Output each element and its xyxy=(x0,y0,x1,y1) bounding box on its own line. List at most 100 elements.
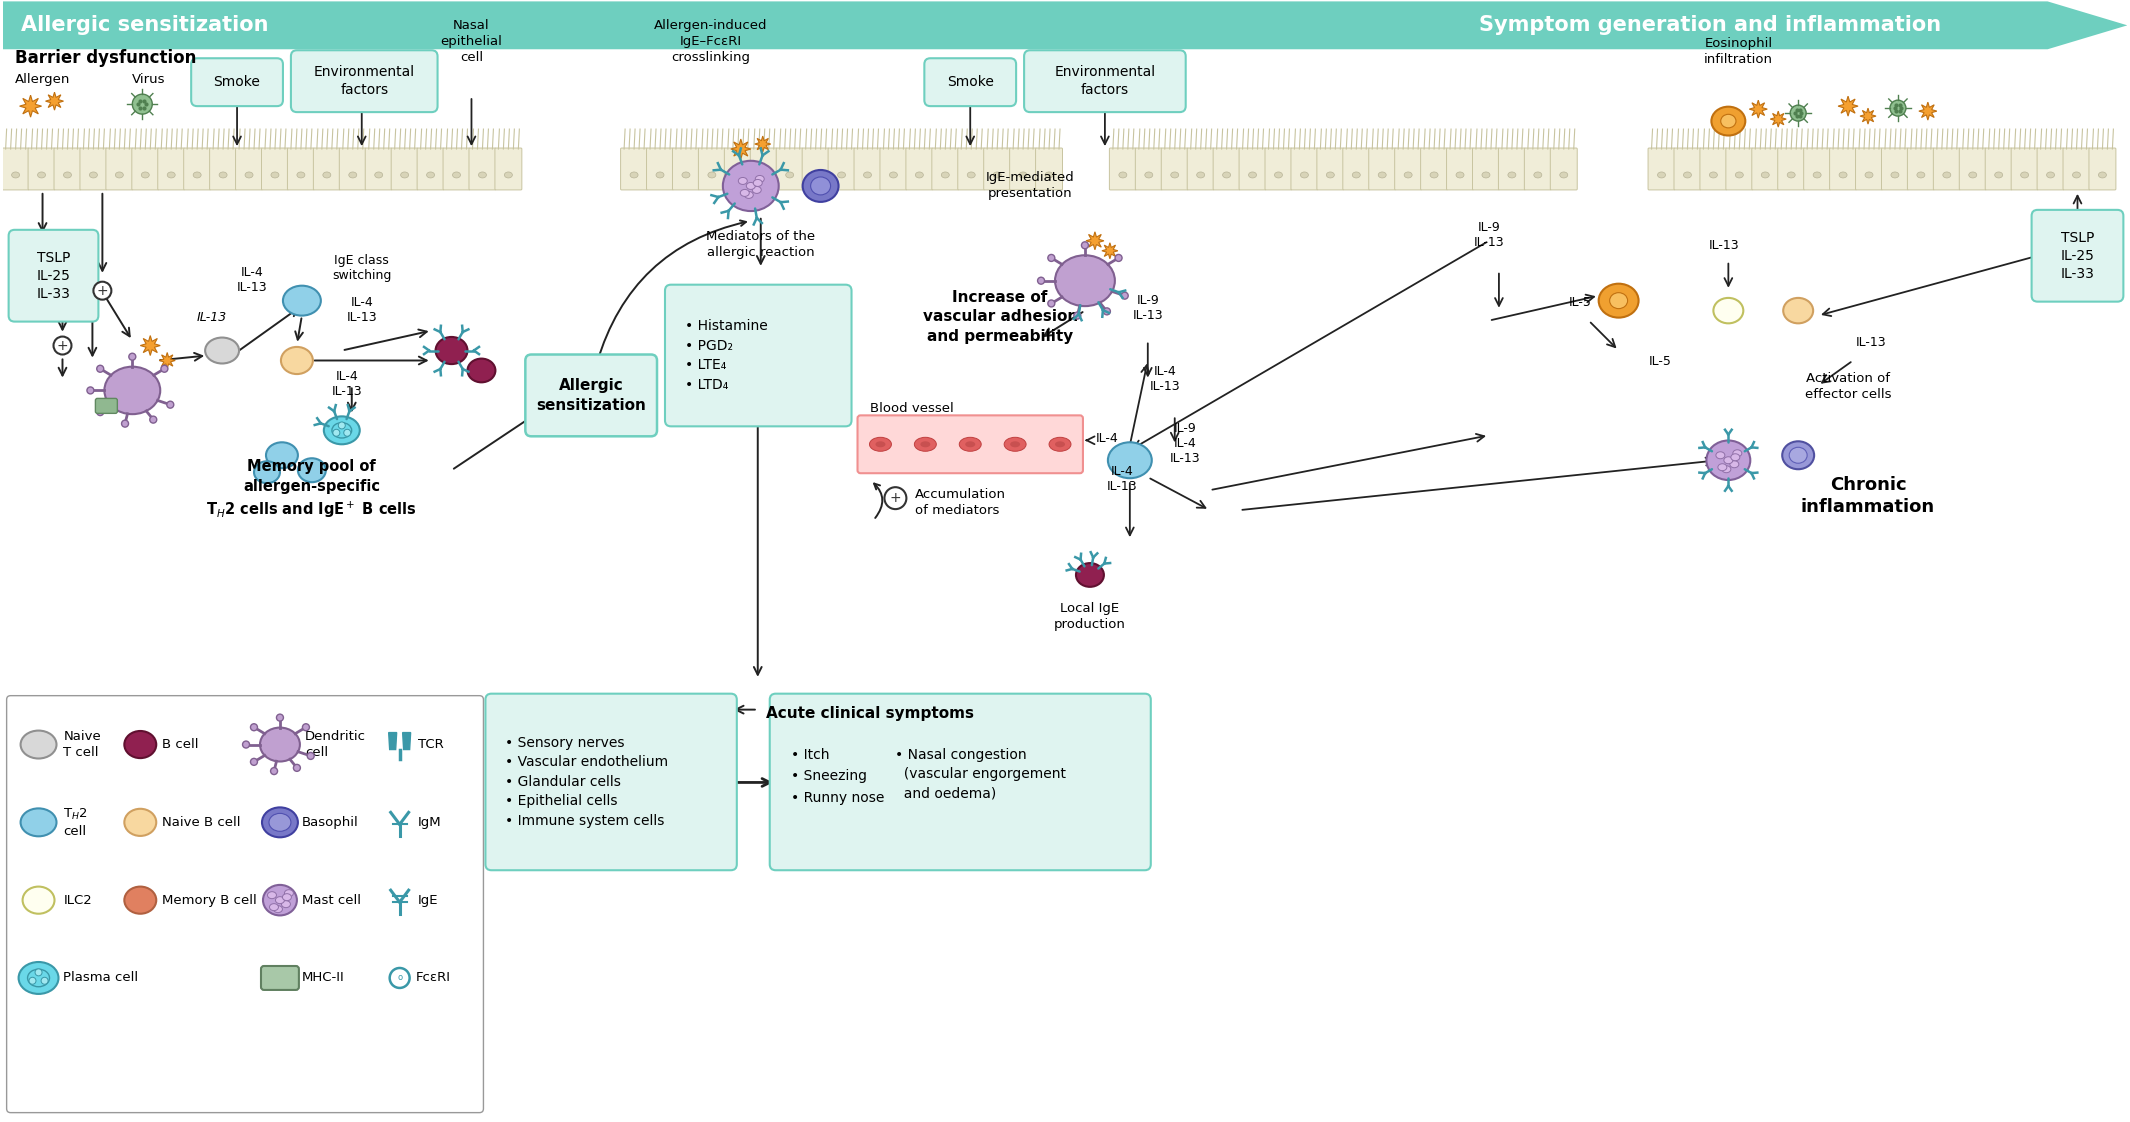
Text: • Histamine
• PGD₂
• LTE₄
• LTD₄: • Histamine • PGD₂ • LTE₄ • LTD₄ xyxy=(686,320,767,392)
FancyBboxPatch shape xyxy=(1649,148,1674,190)
Ellipse shape xyxy=(1050,438,1071,451)
Ellipse shape xyxy=(1783,441,1815,469)
Circle shape xyxy=(149,416,158,423)
Circle shape xyxy=(277,714,283,721)
Text: +: + xyxy=(890,491,901,505)
Ellipse shape xyxy=(1719,463,1727,471)
Text: Memory B cell: Memory B cell xyxy=(162,893,258,907)
FancyBboxPatch shape xyxy=(2064,148,2090,190)
Text: Memory pool of
allergen-specific
T$_H$2 cells and IgE$^+$ B cells: Memory pool of allergen-specific T$_H$2 … xyxy=(207,459,417,521)
Ellipse shape xyxy=(479,172,486,178)
Polygon shape xyxy=(1101,242,1118,259)
Ellipse shape xyxy=(746,183,756,190)
Ellipse shape xyxy=(1610,293,1627,309)
Text: • Nasal congestion
  (vascular engorgement
  and oedema): • Nasal congestion (vascular engorgement… xyxy=(895,747,1067,800)
Text: IL-4
IL-13: IL-4 IL-13 xyxy=(347,295,377,323)
Ellipse shape xyxy=(1559,172,1568,178)
Ellipse shape xyxy=(1732,453,1740,461)
Ellipse shape xyxy=(743,192,754,199)
Text: IL-9
IL-4
IL-13: IL-9 IL-4 IL-13 xyxy=(1169,422,1199,466)
Polygon shape xyxy=(388,733,396,749)
FancyBboxPatch shape xyxy=(236,148,262,190)
FancyBboxPatch shape xyxy=(1551,148,1576,190)
FancyBboxPatch shape xyxy=(158,148,185,190)
FancyBboxPatch shape xyxy=(620,148,648,190)
Ellipse shape xyxy=(682,172,690,178)
FancyBboxPatch shape xyxy=(1497,148,1525,190)
Ellipse shape xyxy=(1457,172,1463,178)
Ellipse shape xyxy=(1721,114,1736,128)
Ellipse shape xyxy=(1534,172,1542,178)
Circle shape xyxy=(1082,242,1088,249)
Ellipse shape xyxy=(1301,172,1308,178)
Ellipse shape xyxy=(349,172,356,178)
Text: IL-13: IL-13 xyxy=(198,311,228,323)
Circle shape xyxy=(166,402,175,408)
Ellipse shape xyxy=(21,730,58,758)
Ellipse shape xyxy=(1197,172,1206,178)
Circle shape xyxy=(243,741,249,748)
Circle shape xyxy=(294,764,300,771)
FancyBboxPatch shape xyxy=(803,148,829,190)
Ellipse shape xyxy=(23,886,55,913)
Polygon shape xyxy=(1086,232,1103,250)
Ellipse shape xyxy=(920,441,931,448)
Ellipse shape xyxy=(752,186,760,193)
Ellipse shape xyxy=(281,347,313,374)
FancyBboxPatch shape xyxy=(724,148,752,190)
Ellipse shape xyxy=(253,461,279,484)
Text: Chronic
inflammation: Chronic inflammation xyxy=(1802,476,1934,516)
Ellipse shape xyxy=(64,172,72,178)
Text: Naive
T cell: Naive T cell xyxy=(64,730,102,760)
Circle shape xyxy=(1103,307,1110,315)
Ellipse shape xyxy=(141,172,149,178)
Ellipse shape xyxy=(1683,172,1691,178)
Text: Smoke: Smoke xyxy=(213,75,260,89)
Ellipse shape xyxy=(1010,441,1020,448)
FancyBboxPatch shape xyxy=(2,148,30,190)
FancyBboxPatch shape xyxy=(192,58,283,107)
Ellipse shape xyxy=(1789,105,1806,121)
FancyBboxPatch shape xyxy=(648,148,673,190)
FancyBboxPatch shape xyxy=(183,148,211,190)
FancyBboxPatch shape xyxy=(1035,148,1063,190)
Text: Eosinophil
infiltration: Eosinophil infiltration xyxy=(1704,37,1772,66)
Circle shape xyxy=(343,430,351,436)
FancyBboxPatch shape xyxy=(984,148,1010,190)
Text: Increase of
vascular adhesion
and permeability: Increase of vascular adhesion and permea… xyxy=(922,291,1078,343)
Ellipse shape xyxy=(1736,172,1742,178)
Circle shape xyxy=(162,366,168,373)
Text: ILC2: ILC2 xyxy=(64,893,92,907)
Text: Virus: Virus xyxy=(132,73,166,86)
Ellipse shape xyxy=(739,177,748,184)
FancyBboxPatch shape xyxy=(673,148,699,190)
FancyBboxPatch shape xyxy=(1186,148,1214,190)
Circle shape xyxy=(251,724,258,730)
FancyBboxPatch shape xyxy=(1010,148,1037,190)
Ellipse shape xyxy=(1054,256,1114,306)
Ellipse shape xyxy=(132,94,151,114)
Ellipse shape xyxy=(993,172,1001,178)
Circle shape xyxy=(1048,300,1054,307)
FancyBboxPatch shape xyxy=(81,148,106,190)
Text: IL-5: IL-5 xyxy=(1649,356,1672,368)
FancyBboxPatch shape xyxy=(364,148,392,190)
Text: Plasma cell: Plasma cell xyxy=(64,972,138,984)
Polygon shape xyxy=(141,335,160,356)
Ellipse shape xyxy=(324,172,330,178)
FancyBboxPatch shape xyxy=(905,148,933,190)
FancyBboxPatch shape xyxy=(1934,148,1960,190)
Circle shape xyxy=(1116,255,1123,261)
Ellipse shape xyxy=(756,175,765,183)
Ellipse shape xyxy=(266,442,298,468)
FancyBboxPatch shape xyxy=(858,415,1082,473)
Ellipse shape xyxy=(760,172,767,178)
FancyBboxPatch shape xyxy=(28,148,55,190)
FancyBboxPatch shape xyxy=(1855,148,1883,190)
Ellipse shape xyxy=(1076,563,1103,587)
Ellipse shape xyxy=(754,180,763,186)
Ellipse shape xyxy=(1789,448,1806,463)
FancyBboxPatch shape xyxy=(1265,148,1293,190)
Ellipse shape xyxy=(89,172,98,178)
Ellipse shape xyxy=(707,172,716,178)
